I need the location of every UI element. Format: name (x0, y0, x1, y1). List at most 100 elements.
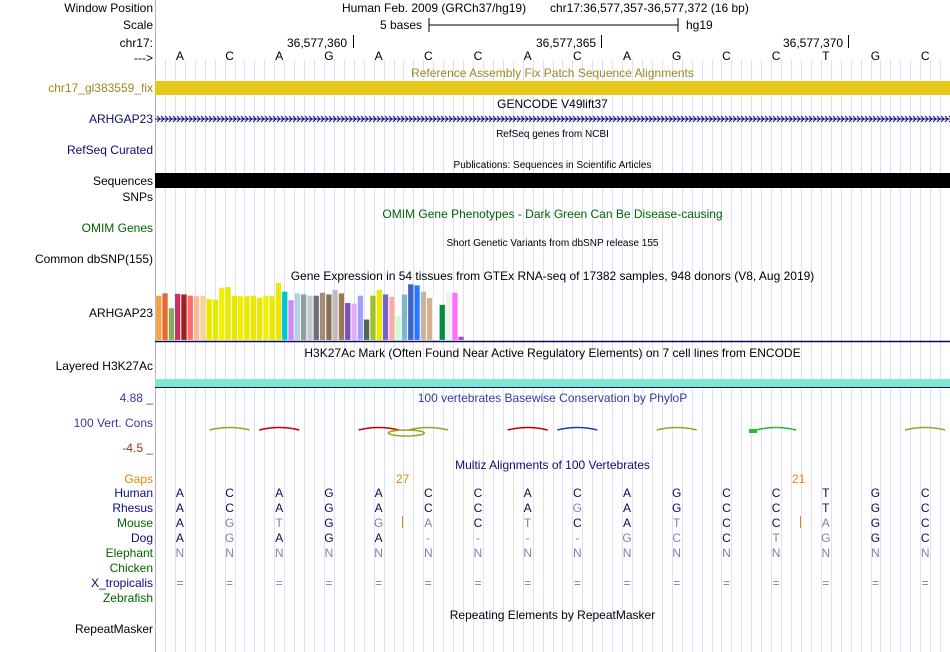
publications-label[interactable]: Sequences (92, 174, 153, 188)
strand-chevron (876, 115, 881, 123)
strand-chevron (360, 115, 365, 123)
strand-chevron (704, 115, 709, 123)
gtex-label[interactable]: ARHGAP23 (88, 306, 153, 320)
gtex-tissue-bar (212, 299, 219, 341)
strand-chevron (488, 115, 493, 123)
h3k27ac-signal[interactable] (155, 379, 950, 387)
omim-title[interactable]: OMIM Gene Phenotypes - Dark Green Can Be… (382, 207, 723, 221)
phylop-plot[interactable] (155, 405, 950, 455)
species-label[interactable]: Dog (130, 531, 153, 545)
strand-chevron (524, 115, 529, 123)
gtex-tissue-bar (281, 291, 288, 341)
species-base: N (573, 546, 582, 560)
species-label[interactable]: Elephant (105, 546, 153, 560)
strand-chevron (480, 115, 485, 123)
gtex-bar-chart[interactable] (155, 283, 950, 343)
species-base: A (275, 501, 284, 515)
species-label[interactable]: Zebrafish (102, 591, 153, 605)
species-label[interactable]: X_tropicalis (90, 576, 153, 590)
strand-chevron (160, 115, 165, 123)
strand-chevron (304, 115, 309, 123)
gencode-gene-model[interactable] (155, 112, 950, 126)
omim-label[interactable]: OMIM Genes (81, 221, 153, 235)
ruler-tick-mark-2 (601, 35, 602, 48)
dna-base: A (374, 49, 383, 63)
gtex-tissue-bar (193, 296, 200, 341)
strand-chevron (732, 115, 737, 123)
strand-chevron (788, 115, 793, 123)
strand-chevron (940, 115, 945, 123)
fix-patch-band[interactable] (155, 81, 950, 95)
refseq-title[interactable]: RefSeq genes from NCBI (496, 129, 609, 140)
species-base: T (523, 516, 532, 530)
refseq-label[interactable]: RefSeq Curated (66, 143, 153, 157)
strand-chevron (592, 115, 597, 123)
strand-chevron (684, 115, 689, 123)
strand-chevron (268, 115, 273, 123)
strand-chevron (276, 115, 281, 123)
species-base: A (275, 486, 284, 500)
publications-band[interactable] (155, 173, 950, 188)
phylop-label[interactable]: 100 Vert. Cons (73, 416, 153, 430)
fix-patch-title[interactable]: Reference Assembly Fix Patch Sequence Al… (411, 66, 694, 80)
species-label[interactable]: Chicken (109, 561, 153, 575)
snps-label[interactable]: SNPs (122, 190, 153, 204)
strand-chevron (236, 115, 241, 123)
strand-chevron (848, 115, 853, 123)
strand-chevron (284, 115, 289, 123)
strand-chevron (180, 115, 185, 123)
phylop-title[interactable]: 100 vertebrates Basewise Conservation by… (417, 391, 688, 405)
repeatmasker-label[interactable]: RepeatMasker (74, 622, 153, 636)
strand-chevron (856, 115, 861, 123)
gencode-gene-label[interactable]: ARHGAP23 (88, 112, 153, 126)
species-label[interactable]: Rhesus (112, 501, 153, 515)
strand-chevron (392, 115, 397, 123)
strand-chevron (808, 115, 813, 123)
strand-chevron (452, 115, 457, 123)
dna-base: A (175, 49, 184, 63)
species-base: G (324, 486, 334, 500)
species-base: C (573, 486, 582, 500)
species-base: = (325, 576, 333, 590)
scale-label: Scale (122, 18, 153, 32)
strand-chevron (660, 115, 665, 123)
species-label[interactable]: Mouse (116, 516, 153, 530)
h3k27ac-title[interactable]: H3K27Ac Mark (Often Found Near Active Re… (304, 346, 801, 360)
gtex-title[interactable]: Gene Expression in 54 tissues from GTEx … (290, 269, 815, 283)
insertion-mark-2 (800, 516, 801, 528)
publications-title[interactable]: Publications: Sequences in Scientific Ar… (453, 160, 652, 171)
phylop-mark (904, 426, 946, 431)
gencode-title[interactable]: GENCODE V49lift37 (497, 97, 608, 111)
species-label[interactable]: Human (114, 486, 153, 500)
species-base: A (374, 531, 383, 545)
multiz-title[interactable]: Multiz Alignments of 100 Vertebrates (455, 458, 650, 472)
dbsnp-title[interactable]: Short Genetic Variants from dbSNP releas… (446, 238, 659, 249)
repeatmasker-title[interactable]: Repeating Elements by RepeatMasker (449, 608, 656, 622)
strand-chevron (520, 115, 525, 123)
dbsnp-label[interactable]: Common dbSNP(155) (34, 252, 153, 266)
strand-chevron (620, 115, 625, 123)
species-base: N (672, 546, 682, 560)
strand-chevron (536, 115, 541, 123)
window-position-label: Window Position (64, 1, 153, 15)
dna-base: T (822, 49, 830, 63)
strand-chevron (628, 115, 633, 123)
species-base: = (424, 576, 432, 590)
h3k27ac-label[interactable]: Layered H3K27Ac (55, 359, 153, 373)
phylop-max: 4.88 _ (119, 391, 153, 405)
gtex-tissue-bar (181, 294, 187, 341)
fix-patch-label[interactable]: chr17_gl383559_fix (48, 81, 153, 95)
gtex-tissue-bar (426, 297, 433, 341)
assembly-name[interactable]: Human Feb. 2009 (GRCh37/hg19) (342, 1, 527, 15)
strand-chevron (616, 115, 621, 123)
strand-chevron (768, 115, 773, 123)
strand-chevron (376, 115, 381, 123)
strand-chevron (240, 115, 245, 123)
strand-chevron (664, 115, 669, 123)
species-base: A (175, 516, 184, 530)
gtex-tissue-bar (389, 296, 395, 341)
position-readout[interactable]: chr17:36,577,357-36,577,372 (16 bp) (550, 1, 749, 15)
strand-chevron (208, 115, 213, 123)
species-base: N (473, 546, 483, 560)
strand-chevron (680, 115, 685, 123)
